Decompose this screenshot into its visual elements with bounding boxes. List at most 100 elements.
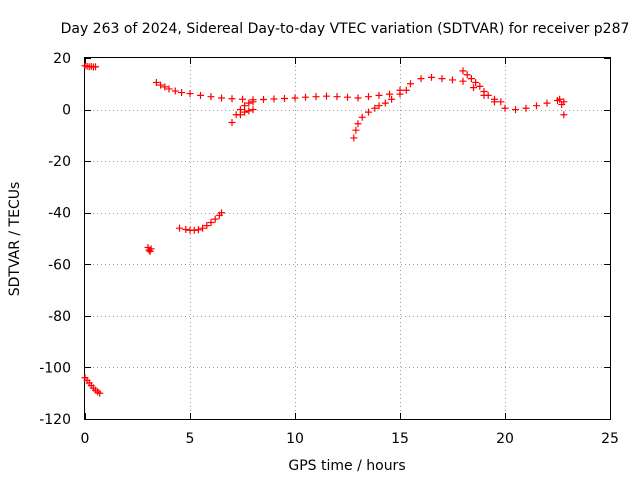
y-tick-label: 20: [53, 51, 71, 67]
data-point: [228, 95, 236, 103]
series-arc-7: [236, 106, 257, 119]
data-point: [218, 94, 225, 102]
data-point: [386, 90, 393, 98]
plot-frame: [84, 57, 611, 420]
data-point: [352, 126, 360, 134]
data-point: [207, 219, 215, 227]
data-points: [81, 62, 568, 397]
data-point: [558, 100, 566, 108]
data-point: [249, 106, 257, 114]
y-tick-label: -60: [48, 257, 71, 273]
data-point: [350, 134, 358, 142]
data-point: [249, 98, 257, 106]
data-point: [407, 80, 414, 88]
data-point: [533, 102, 540, 110]
data-point: [365, 93, 372, 101]
data-point: [388, 95, 396, 103]
data-point: [543, 99, 551, 107]
y-tick-label: -80: [48, 309, 71, 325]
data-point: [228, 118, 236, 126]
y-tick-label: -100: [39, 360, 71, 376]
series-arc-1: [81, 62, 99, 71]
data-point: [354, 120, 362, 128]
data-point: [236, 111, 244, 119]
data-point: [358, 113, 366, 121]
data-point: [333, 93, 341, 101]
y-tick-labels: -120 -100 -80 -60 -40 -20 0 20: [39, 51, 71, 428]
grid-lines: [85, 58, 610, 419]
y-tick-label: 0: [62, 103, 71, 119]
x-tick-label: 15: [391, 431, 409, 447]
data-point: [165, 85, 173, 93]
data-point: [239, 95, 246, 103]
x-tick-label: 0: [81, 431, 90, 447]
data-point: [556, 95, 564, 103]
series-arc-5: [152, 78, 351, 104]
data-point: [199, 224, 207, 232]
x-tick-label: 10: [286, 431, 304, 447]
x-axis-title: GPS time / hours: [288, 458, 405, 474]
data-point: [178, 89, 186, 97]
series-arc-2: [81, 374, 104, 397]
data-point: [438, 75, 446, 83]
data-point: [207, 93, 215, 101]
data-point: [512, 106, 519, 114]
data-point: [281, 94, 288, 102]
data-point: [402, 86, 410, 94]
x-tick-label: 5: [186, 431, 195, 447]
data-point: [182, 225, 190, 233]
data-point: [157, 81, 165, 89]
data-point: [197, 91, 204, 99]
data-point: [449, 76, 456, 84]
series-arc-3: [144, 244, 155, 255]
data-point: [396, 86, 404, 94]
data-point: [176, 224, 183, 232]
series-arc-6: [228, 98, 257, 126]
y-tick-label: -120: [39, 412, 71, 428]
data-point: [375, 102, 383, 110]
data-point: [218, 209, 225, 217]
data-point: [484, 91, 492, 99]
data-point: [501, 104, 509, 112]
data-point: [375, 91, 383, 99]
data-point: [472, 78, 480, 86]
data-point: [463, 71, 471, 79]
data-point: [417, 75, 425, 83]
data-point: [96, 389, 104, 397]
data-point: [291, 94, 299, 102]
series-arc-4: [176, 209, 225, 234]
data-point: [467, 75, 475, 83]
data-point: [522, 104, 530, 112]
data-point: [323, 92, 330, 100]
data-point: [152, 78, 160, 86]
data-point: [344, 93, 351, 101]
data-point: [371, 104, 379, 112]
data-point: [260, 96, 267, 104]
data-point: [470, 84, 477, 92]
data-point: [241, 102, 249, 110]
data-point: [480, 88, 488, 96]
data-point: [171, 87, 179, 95]
chart-title: Day 263 of 2024, Sidereal Day-to-day VTE…: [61, 21, 630, 37]
data-point: [302, 93, 309, 101]
data-point: [186, 90, 194, 98]
x-tick-labels: 0 5 10 15 20 25: [81, 431, 619, 447]
axis-ticks: [85, 58, 611, 420]
data-point: [194, 226, 202, 234]
data-point: [245, 107, 253, 115]
data-point: [354, 94, 362, 102]
y-axis-title: SDTVAR / TECUs: [7, 182, 23, 297]
data-point: [560, 111, 568, 119]
data-point: [491, 95, 498, 103]
data-point: [92, 63, 99, 71]
series-arc-11: [556, 95, 568, 119]
y-tick-label: -20: [48, 154, 71, 170]
data-point: [497, 98, 505, 106]
series-arc-9: [354, 73, 568, 114]
data-point: [459, 77, 467, 85]
x-tick-label: 25: [601, 431, 619, 447]
data-point: [245, 99, 253, 107]
data-point: [161, 83, 169, 91]
data-point: [428, 73, 435, 81]
